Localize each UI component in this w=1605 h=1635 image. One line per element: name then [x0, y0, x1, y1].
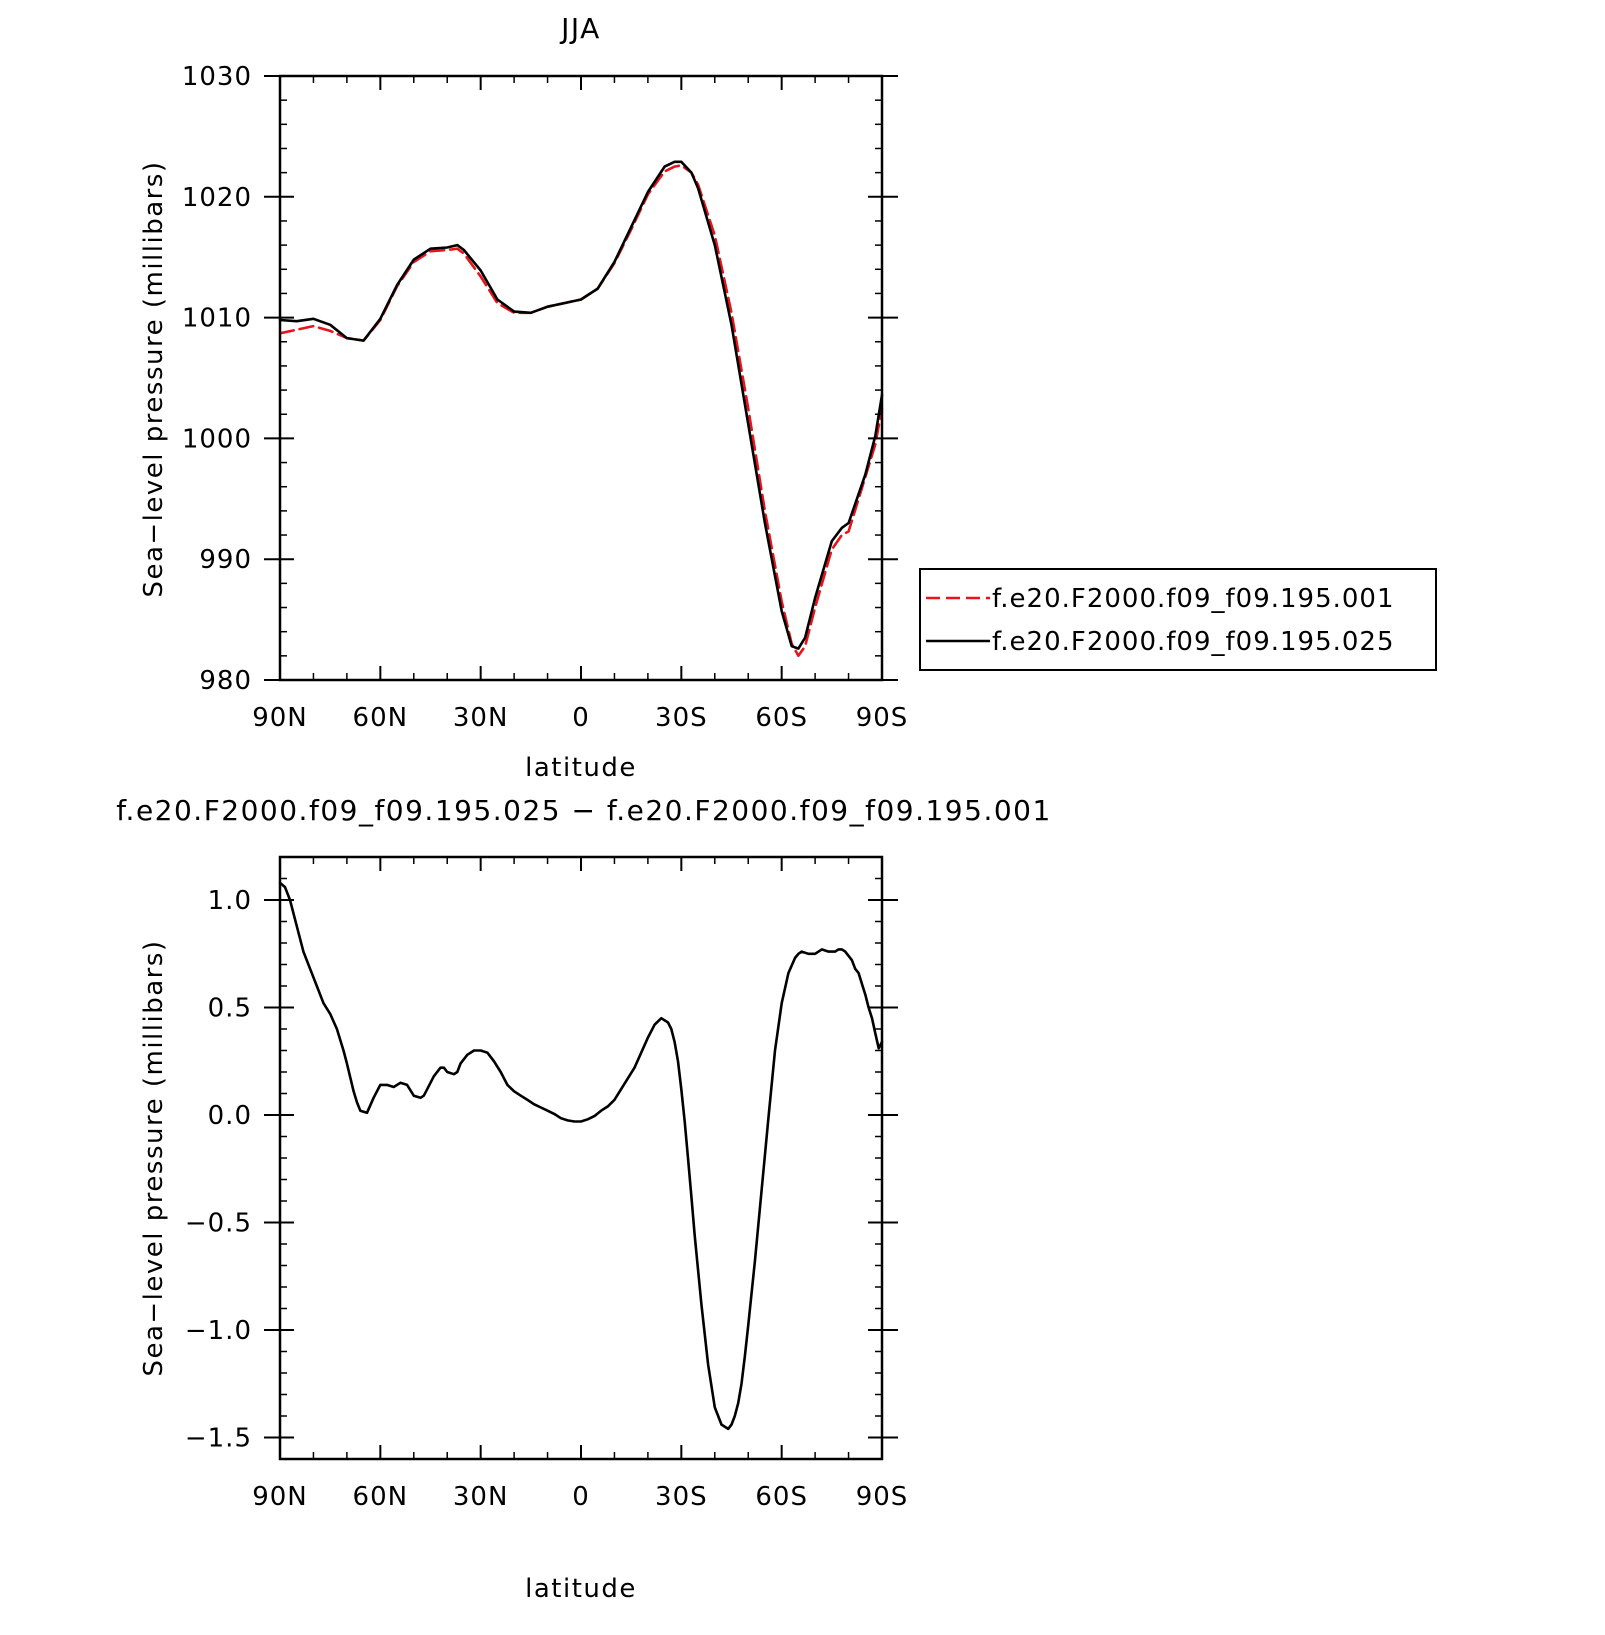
bottom-y-tick-label: −0.5: [185, 1209, 252, 1239]
top-y-tick-label: 1000: [182, 424, 252, 454]
bottom-y-tick-labels: 1.0 0.5 0.0 −0.5 −1.0 −1.5: [185, 886, 252, 1454]
bottom-series-group: [278, 881, 884, 1431]
top-x-tick-label: 30S: [655, 703, 708, 733]
top-series-group: [278, 160, 884, 658]
top-x-axis-label: latitude: [525, 753, 637, 783]
top-y-tick-label: 1010: [182, 304, 252, 334]
bottom-x-tick-label: 30S: [655, 1482, 708, 1512]
top-axes: [264, 74, 898, 682]
bottom-y-tick-label: −1.0: [185, 1316, 252, 1346]
top-x-tick-label: 90S: [856, 703, 909, 733]
top-x-tick-labels: 90N 60N 30N 0 30S 60S 90S: [252, 703, 909, 733]
bottom-x-tick-label: 0: [572, 1482, 590, 1512]
legend: f.e20.F2000.f09_f09.195.001 f.e20.F2000.f…: [919, 568, 1437, 671]
top-y-tick-label: 1030: [182, 62, 252, 92]
bottom-plot-frame: [278, 855, 884, 1461]
legend-label-2: f.e20.F2000.f09_f09.195.025: [992, 627, 1395, 657]
legend-box: [919, 568, 1437, 671]
top-series-line-1: [278, 164, 884, 658]
top-y-axis-label: Sea−level pressure (millibars): [139, 160, 169, 597]
bottom-x-axis-label: latitude: [525, 1574, 637, 1604]
top-y-tick-label: 980: [199, 666, 252, 696]
bottom-y-axis-label: Sea−level pressure (millibars): [139, 939, 169, 1376]
top-series-line-2: [278, 160, 884, 650]
bottom-series-line-1: [278, 881, 884, 1431]
bottom-y-tick-label: −1.5: [185, 1424, 252, 1454]
top-y-tick-labels: 1030 1020 1010 1000 990 980: [182, 62, 252, 696]
bottom-x-tick-label: 60S: [755, 1482, 808, 1512]
top-x-tick-label: 0: [572, 703, 590, 733]
bottom-x-tick-label: 30N: [453, 1482, 509, 1512]
top-chart: JJA 1030 1020 1010 1000 990 980 90N 60N 30N 0 30S…: [139, 12, 1437, 783]
top-y-tick-label: 990: [199, 545, 252, 575]
top-x-tick-label: 60S: [755, 703, 808, 733]
bottom-y-tick-label: 0.0: [208, 1101, 252, 1131]
top-x-tick-label: 90N: [252, 703, 308, 733]
bottom-y-tick-label: 1.0: [208, 886, 252, 916]
top-x-tick-label: 30N: [453, 703, 509, 733]
top-chart-title: JJA: [559, 12, 601, 45]
legend-label-1: f.e20.F2000.f09_f09.195.001: [992, 584, 1395, 614]
top-plot-frame: [278, 74, 884, 682]
bottom-x-tick-label: 60N: [353, 1482, 409, 1512]
top-x-tick-label: 60N: [353, 703, 409, 733]
top-y-tick-label: 1020: [182, 183, 252, 213]
bottom-chart: f.e20.F2000.f09_f09.195.025 − f.e20.F200…: [116, 794, 1052, 1604]
bottom-axes: [264, 855, 898, 1461]
bottom-chart-title: f.e20.F2000.f09_f09.195.025 − f.e20.F200…: [116, 794, 1052, 827]
bottom-x-tick-label: 90N: [252, 1482, 308, 1512]
bottom-y-tick-label: 0.5: [208, 994, 252, 1024]
bottom-x-tick-labels: 90N 60N 30N 0 30S 60S 90S: [252, 1482, 909, 1512]
bottom-x-tick-label: 90S: [856, 1482, 909, 1512]
